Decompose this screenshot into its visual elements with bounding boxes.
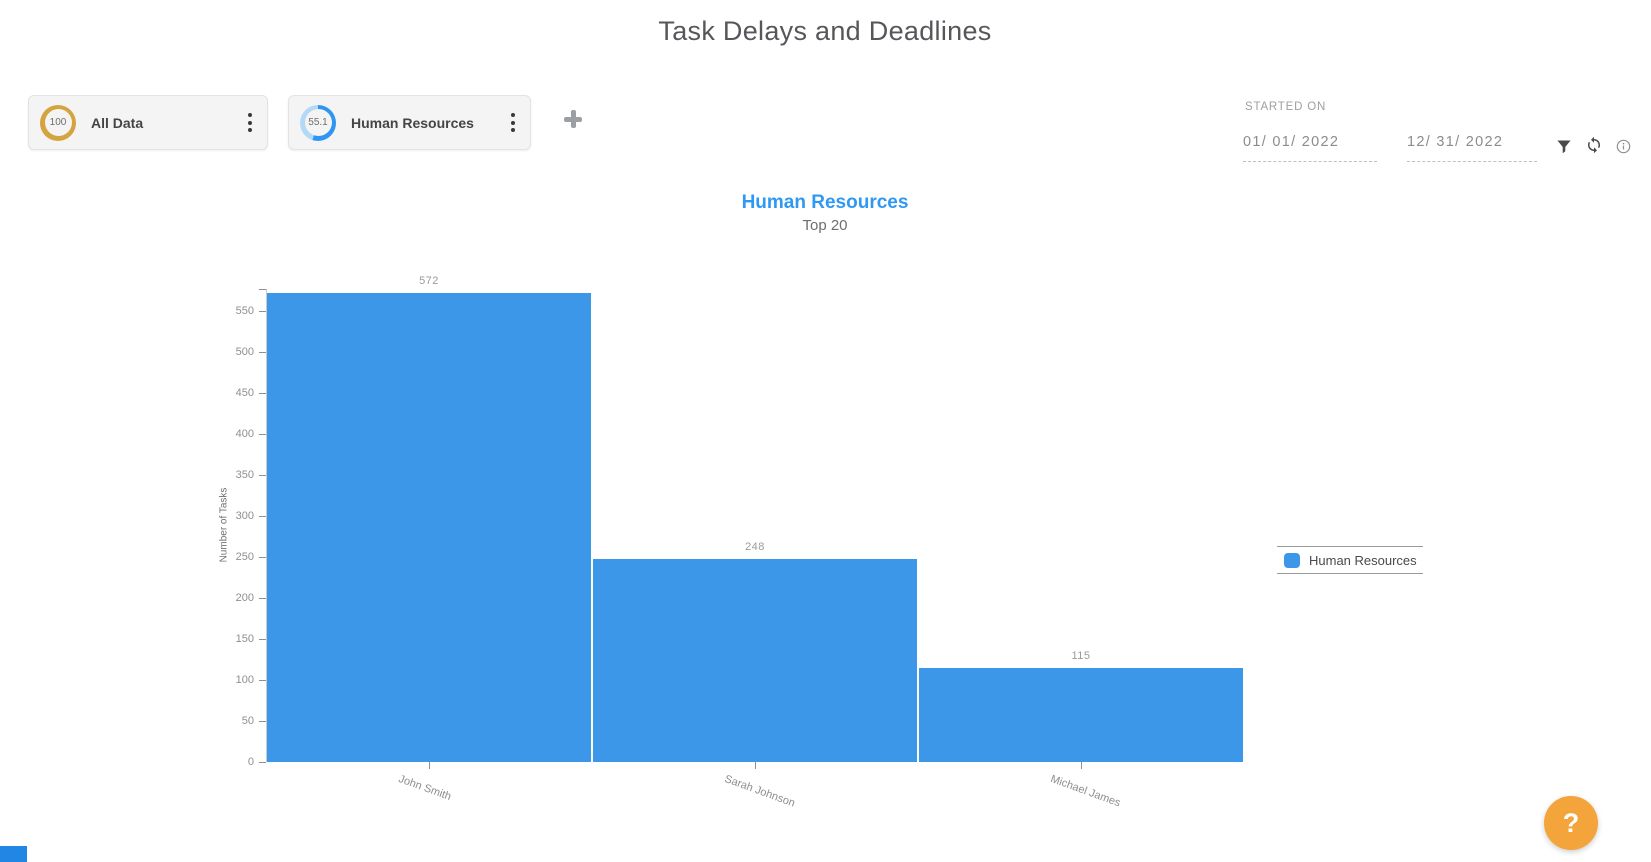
y-axis-tick-label: 450 bbox=[235, 387, 254, 399]
y-axis-tick-mark bbox=[259, 393, 266, 394]
y-axis-tick-mark bbox=[259, 475, 266, 476]
y-axis-tick-mark bbox=[259, 311, 266, 312]
filter-score-ring-all-data: 100 bbox=[40, 104, 76, 141]
bar-sarah-johnson[interactable] bbox=[593, 559, 917, 762]
y-axis-tick-mark bbox=[259, 598, 266, 599]
kebab-menu-icon[interactable] bbox=[241, 111, 259, 135]
filter-card-label: Human Resources bbox=[351, 114, 474, 131]
y-axis-line bbox=[266, 289, 267, 762]
add-filter-button[interactable] bbox=[563, 109, 583, 129]
bar-john-smith[interactable] bbox=[267, 293, 591, 762]
x-axis-category-label: Sarah Johnson bbox=[722, 773, 797, 810]
chart-subtitle: Top 20 bbox=[802, 217, 848, 234]
y-axis-tick-label: 350 bbox=[235, 469, 254, 481]
x-axis-category-label: John Smith bbox=[396, 773, 453, 804]
y-axis-tick-mark bbox=[259, 516, 266, 517]
y-axis-tick-mark bbox=[259, 762, 266, 763]
refresh-icon[interactable] bbox=[1585, 136, 1603, 154]
info-icon[interactable] bbox=[1616, 139, 1631, 154]
y-axis-tick-mark bbox=[259, 680, 266, 681]
y-axis-tick-label: 550 bbox=[235, 305, 254, 317]
y-axis-tick-label: 400 bbox=[235, 428, 254, 440]
y-axis-tick-label: 100 bbox=[235, 674, 254, 686]
filter-card-all-data[interactable]: 100 All Data bbox=[28, 95, 268, 150]
x-axis-tick-mark bbox=[1081, 762, 1082, 769]
help-button[interactable]: ? bbox=[1544, 796, 1598, 850]
legend-label: Human Resources bbox=[1309, 552, 1417, 568]
legend-swatch bbox=[1284, 552, 1300, 568]
filter-score-ring-human-resources: 55.1 bbox=[300, 104, 336, 141]
y-axis-tick-mark bbox=[259, 352, 266, 353]
bar-value-label: 248 bbox=[745, 541, 765, 553]
bottom-left-accent bbox=[0, 846, 27, 862]
y-axis-tick-label: 500 bbox=[235, 346, 254, 358]
page-title: Task Delays and Deadlines bbox=[658, 16, 992, 46]
chart-legend-item[interactable]: Human Resources bbox=[1277, 546, 1423, 574]
y-axis-tick-mark bbox=[259, 721, 266, 722]
y-axis-tick-label: 300 bbox=[235, 510, 254, 522]
filter-score-value: 100 bbox=[44, 109, 72, 136]
date-start-input[interactable]: 01/ 01/ 2022 bbox=[1243, 132, 1377, 162]
kebab-menu-icon[interactable] bbox=[504, 111, 522, 135]
bar-michael-james[interactable] bbox=[919, 668, 1243, 762]
filter-funnel-icon[interactable] bbox=[1556, 139, 1572, 155]
y-axis-tick-label: 0 bbox=[247, 756, 254, 768]
x-axis-tick-mark bbox=[755, 762, 756, 769]
filter-card-label: All Data bbox=[91, 114, 144, 131]
chart-title: Human Resources bbox=[741, 192, 909, 213]
date-end-input[interactable]: 12/ 31/ 2022 bbox=[1407, 132, 1537, 162]
y-axis-tick-label: 150 bbox=[235, 633, 254, 645]
y-axis-tick-mark bbox=[259, 434, 266, 435]
filter-score-value: 55.1 bbox=[304, 109, 332, 136]
bar-value-label: 572 bbox=[419, 275, 439, 287]
y-axis-tick-label: 250 bbox=[235, 551, 254, 563]
x-axis-category-label: Michael James bbox=[1048, 773, 1122, 810]
y-axis-tick-mark bbox=[259, 557, 266, 558]
date-filter-label: STARTED ON bbox=[1245, 101, 1327, 113]
filter-card-human-resources[interactable]: 55.1 Human Resources bbox=[288, 95, 531, 150]
y-axis-tick-mark bbox=[259, 639, 266, 640]
y-axis-tick-label: 200 bbox=[235, 592, 254, 604]
y-axis-top-tick bbox=[259, 289, 266, 290]
bar-value-label: 115 bbox=[1071, 650, 1091, 662]
y-axis-tick-label: 50 bbox=[241, 715, 254, 727]
x-axis-tick-mark bbox=[429, 762, 430, 769]
